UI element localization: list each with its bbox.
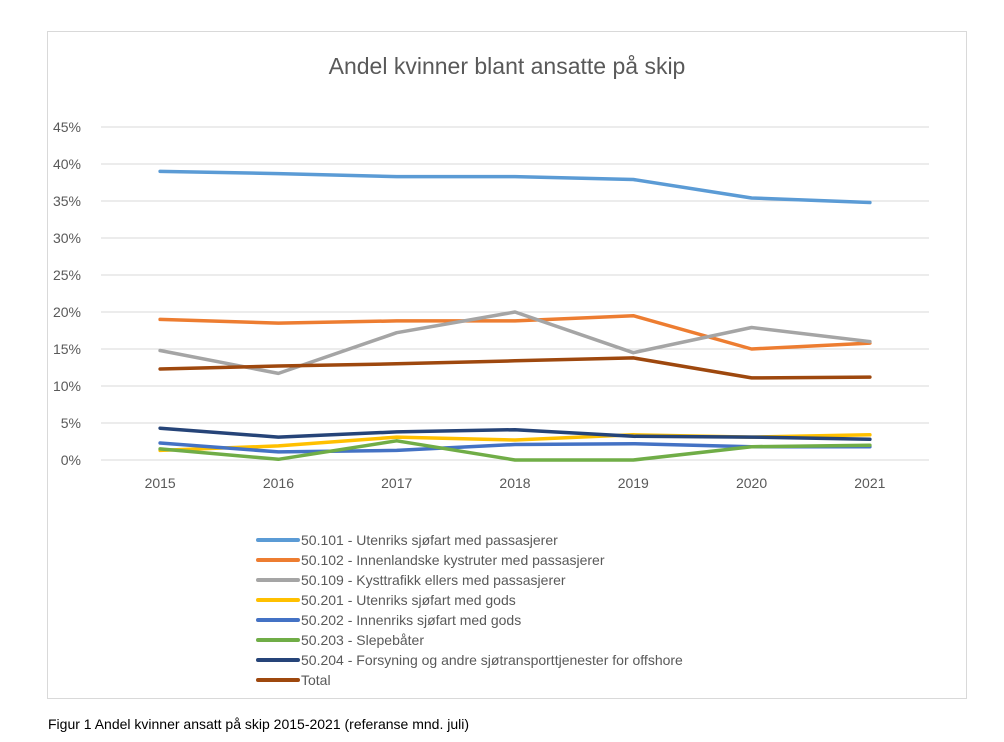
legend-label: 50.204 - Forsyning og andre sjøtransport…: [301, 652, 683, 668]
y-tick-label: 15%: [53, 341, 81, 357]
line-chart: Andel kvinner blant ansatte på skip 0% 5%…: [53, 53, 929, 688]
y-tick-label: 40%: [53, 156, 81, 172]
legend-label: 50.102 - Innenlandske kystruter med pass…: [301, 552, 605, 568]
figure-caption: Figur 1 Andel kvinner ansatt på skip 201…: [48, 716, 470, 732]
series-lines: [158, 169, 872, 462]
y-axis: 0% 5% 10% 15% 20% 25% 30% 35% 40% 45%: [53, 119, 81, 468]
x-tick-label: 2018: [499, 475, 530, 491]
legend-label: 50.109 - Kysttrafikk ellers med passasje…: [301, 572, 566, 588]
y-tick-label: 25%: [53, 267, 81, 283]
x-axis: 2015 2016 2017 2018 2019 2020 2021: [145, 475, 886, 491]
chart-frame: Andel kvinner blant ansatte på skip 0% 5%…: [47, 31, 967, 699]
y-tick-label: 5%: [61, 415, 81, 431]
x-tick-label: 2016: [263, 475, 294, 491]
y-tick-label: 35%: [53, 193, 81, 209]
chart-title: Andel kvinner blant ansatte på skip: [329, 53, 686, 79]
series-line: [158, 356, 872, 380]
x-tick-label: 2020: [736, 475, 767, 491]
x-tick-label: 2017: [381, 475, 412, 491]
y-tick-label: 20%: [53, 304, 81, 320]
legend: 50.101 - Utenriks sjøfart med passasjere…: [256, 532, 683, 688]
legend-label: 50.101 - Utenriks sjøfart med passasjere…: [301, 532, 558, 548]
series-line: [158, 426, 872, 442]
y-tick-label: 45%: [53, 119, 81, 135]
series-line: [158, 439, 872, 462]
legend-label: 50.201 - Utenriks sjøfart med gods: [301, 592, 516, 608]
y-tick-label: 10%: [53, 378, 81, 394]
y-tick-label: 30%: [53, 230, 81, 246]
legend-label: 50.202 - Innenriks sjøfart med gods: [301, 612, 521, 628]
series-line: [158, 310, 872, 376]
x-tick-label: 2015: [145, 475, 176, 491]
x-tick-label: 2021: [854, 475, 885, 491]
x-tick-label: 2019: [618, 475, 649, 491]
series-line: [158, 313, 872, 351]
legend-label: Total: [301, 672, 331, 688]
series-line: [158, 169, 872, 205]
legend-label: 50.203 - Slepebåter: [301, 632, 424, 648]
y-tick-label: 0%: [61, 452, 81, 468]
